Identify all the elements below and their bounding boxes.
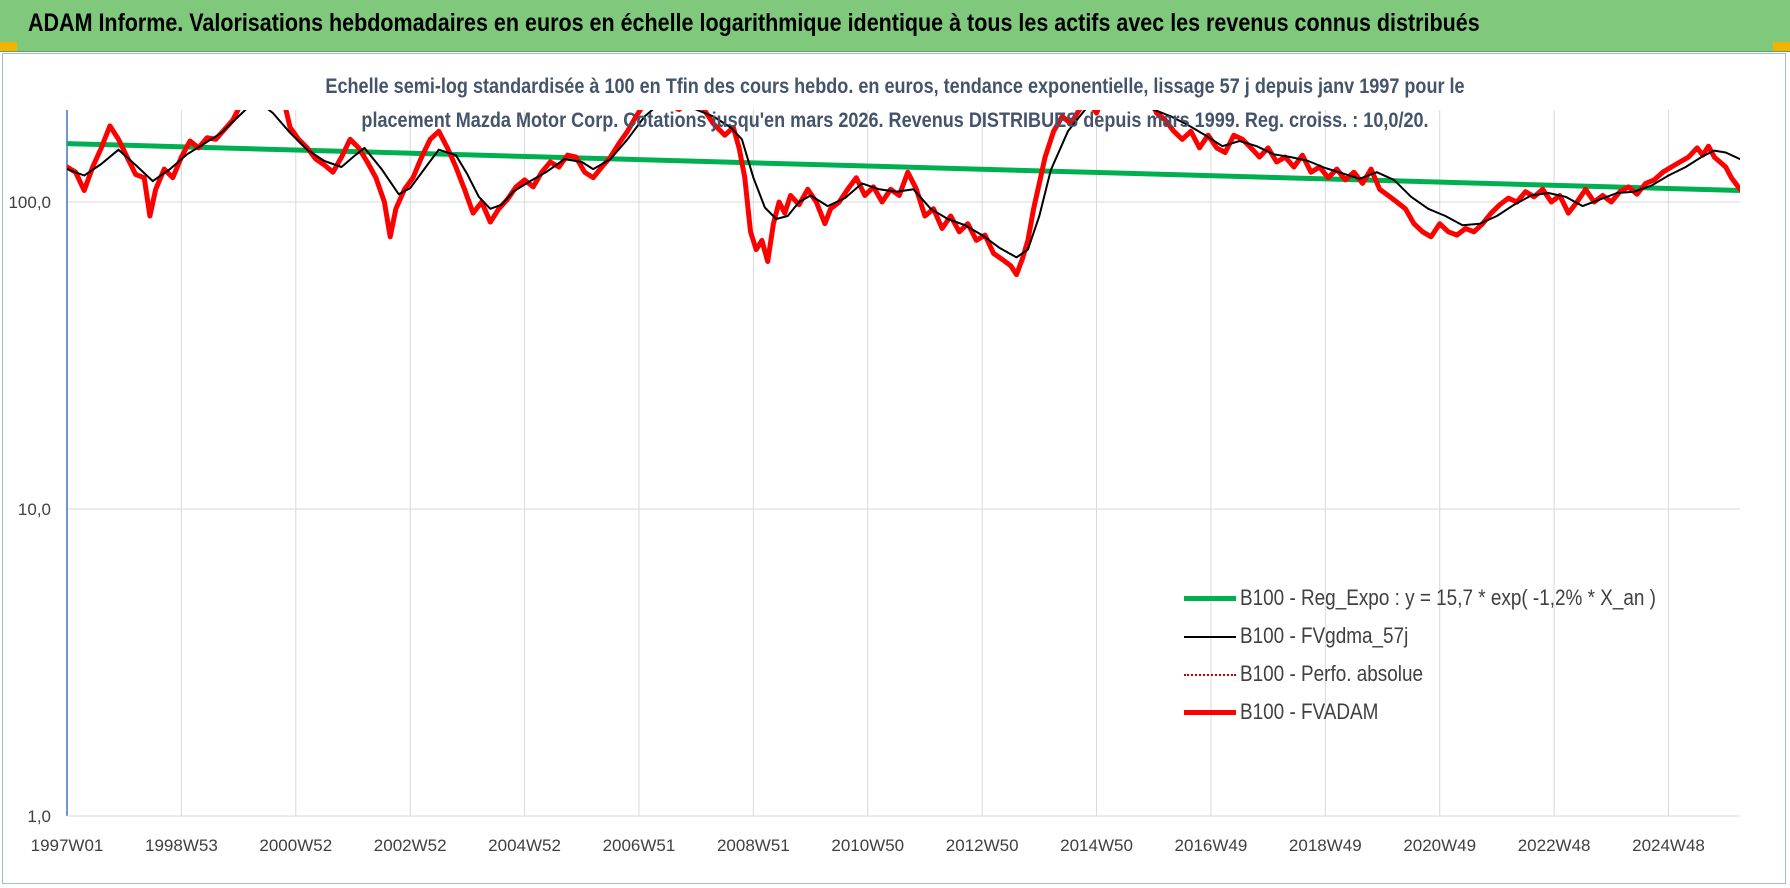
header-title: ADAM Informe. Valorisations hebdomadaire…	[28, 9, 1480, 37]
gridlines	[67, 110, 1740, 816]
x-tick-label: 2020W49	[1403, 836, 1476, 855]
legend-swatch-fvadam	[1184, 710, 1236, 715]
x-tick-label: 2004W52	[488, 836, 561, 855]
legend-swatch-perfo-absolue	[1184, 674, 1236, 676]
x-tick-label: 2002W52	[374, 836, 447, 855]
axes	[66, 110, 1740, 817]
x-tick-label: 1998W53	[145, 836, 218, 855]
tick-labels: 1997W01 1998W53 2000W52 2002W52 2004W52 2006W…	[8, 193, 1704, 855]
series-lines	[67, 110, 1740, 278]
series-fvgdma-line	[67, 110, 1740, 259]
legend-swatch-fvgdma	[1184, 636, 1236, 638]
x-tick-label: 2016W49	[1175, 836, 1248, 855]
legend-swatch-reg-expo	[1184, 596, 1236, 601]
x-tick-label: 2010W50	[831, 836, 904, 855]
series-fvadam-line	[67, 110, 1740, 278]
legend-item-reg-expo: B100 - Reg_Expo : y = 15,7 * exp( -1,2% …	[1182, 584, 1782, 614]
corner-marker-top-left	[0, 42, 17, 51]
legend-label-reg-expo: B100 - Reg_Expo : y = 15,7 * exp( -1,2% …	[1240, 585, 1656, 610]
legend-item-fvadam: B100 - FVADAM	[1182, 698, 1782, 728]
legend-label-fvadam: B100 - FVADAM	[1240, 699, 1379, 724]
x-tick-label: 2024W48	[1632, 836, 1705, 855]
x-tick-label: 1997W01	[31, 836, 104, 855]
legend-label-perfo-absolue: B100 - Perfo. absolue	[1240, 661, 1424, 686]
x-tick-label: 2012W50	[946, 836, 1019, 855]
x-tick-label: 2006W51	[603, 836, 676, 855]
x-tick-label: 2022W48	[1518, 836, 1591, 855]
chart-title-line-2: placement Mazda Motor Corp. Cotations ju…	[361, 109, 1429, 132]
x-tick-label: 2000W52	[259, 836, 332, 855]
y-tick-label: 100,0	[8, 193, 51, 212]
chart-title-line-1: Echelle semi-log standardisée à 100 en T…	[325, 75, 1465, 98]
legend-item-fvgdma: B100 - FVgdma_57j	[1182, 622, 1782, 652]
legend-label-fvgdma: B100 - FVgdma_57j	[1240, 623, 1409, 648]
x-tick-label: 2014W50	[1060, 836, 1133, 855]
chart-frame	[2, 53, 1786, 884]
x-tick-label: 2018W49	[1289, 836, 1362, 855]
y-tick-label: 1,0	[27, 807, 51, 826]
header-banner: ADAM Informe. Valorisations hebdomadaire…	[0, 0, 1790, 52]
legend-item-perfo-absolue: B100 - Perfo. absolue	[1182, 660, 1782, 690]
y-tick-label: 10,0	[18, 500, 51, 519]
corner-marker-top-right	[1773, 42, 1790, 51]
x-tick-label: 2008W51	[717, 836, 790, 855]
